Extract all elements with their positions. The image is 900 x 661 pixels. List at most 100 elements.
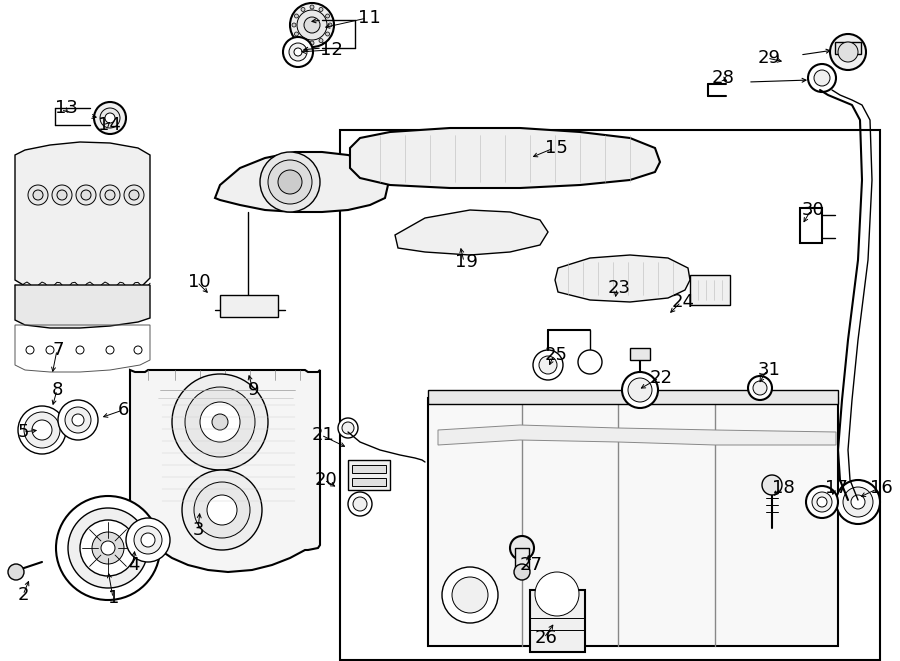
Circle shape bbox=[80, 520, 136, 576]
Circle shape bbox=[533, 350, 563, 380]
Circle shape bbox=[838, 42, 858, 62]
Text: 28: 28 bbox=[712, 69, 735, 87]
Bar bbox=[428, 398, 838, 646]
Circle shape bbox=[268, 160, 312, 204]
Circle shape bbox=[510, 536, 534, 560]
Text: 11: 11 bbox=[358, 9, 381, 27]
Circle shape bbox=[326, 14, 329, 18]
Circle shape bbox=[806, 486, 838, 518]
Circle shape bbox=[304, 17, 320, 33]
Circle shape bbox=[141, 533, 155, 547]
Text: 9: 9 bbox=[248, 381, 259, 399]
Circle shape bbox=[134, 346, 142, 354]
Circle shape bbox=[105, 113, 115, 123]
Polygon shape bbox=[15, 285, 150, 328]
Circle shape bbox=[101, 541, 115, 555]
Circle shape bbox=[52, 185, 72, 205]
Circle shape bbox=[452, 577, 488, 613]
Circle shape bbox=[124, 185, 144, 205]
Circle shape bbox=[753, 381, 767, 395]
Circle shape bbox=[18, 406, 66, 454]
Circle shape bbox=[294, 32, 299, 36]
Circle shape bbox=[129, 190, 139, 200]
Circle shape bbox=[33, 190, 43, 200]
Circle shape bbox=[100, 108, 120, 128]
Circle shape bbox=[535, 572, 579, 616]
Text: 27: 27 bbox=[520, 556, 543, 574]
Text: 14: 14 bbox=[98, 116, 121, 134]
Text: 1: 1 bbox=[108, 589, 120, 607]
Text: 10: 10 bbox=[188, 273, 211, 291]
Circle shape bbox=[200, 402, 240, 442]
Circle shape bbox=[622, 372, 658, 408]
Circle shape bbox=[283, 37, 313, 67]
Circle shape bbox=[301, 38, 305, 42]
Circle shape bbox=[338, 418, 358, 438]
Bar bbox=[835, 42, 861, 54]
Circle shape bbox=[830, 34, 866, 70]
Bar bbox=[352, 465, 386, 473]
Bar bbox=[690, 275, 730, 305]
Bar bbox=[220, 295, 278, 317]
Circle shape bbox=[294, 48, 302, 56]
Text: 24: 24 bbox=[672, 293, 695, 311]
Bar bbox=[352, 478, 386, 486]
Text: 18: 18 bbox=[772, 479, 795, 497]
Circle shape bbox=[843, 487, 873, 517]
Circle shape bbox=[28, 185, 48, 205]
Circle shape bbox=[310, 41, 314, 45]
Polygon shape bbox=[395, 210, 548, 255]
Polygon shape bbox=[350, 128, 660, 188]
Circle shape bbox=[628, 378, 652, 402]
Circle shape bbox=[342, 422, 354, 434]
Circle shape bbox=[812, 492, 832, 512]
Circle shape bbox=[817, 497, 827, 507]
Text: 17: 17 bbox=[825, 479, 848, 497]
Text: 7: 7 bbox=[52, 341, 64, 359]
Circle shape bbox=[207, 495, 237, 525]
Circle shape bbox=[26, 346, 34, 354]
Circle shape bbox=[289, 43, 307, 61]
Circle shape bbox=[814, 70, 830, 86]
Circle shape bbox=[212, 414, 228, 430]
Circle shape bbox=[72, 414, 84, 426]
Text: 3: 3 bbox=[193, 521, 204, 539]
Circle shape bbox=[310, 5, 314, 9]
Bar bbox=[348, 460, 390, 490]
Circle shape bbox=[836, 480, 880, 524]
Text: 6: 6 bbox=[118, 401, 130, 419]
Circle shape bbox=[94, 102, 126, 134]
Circle shape bbox=[278, 170, 302, 194]
Circle shape bbox=[260, 152, 320, 212]
Circle shape bbox=[76, 346, 84, 354]
Circle shape bbox=[105, 190, 115, 200]
Text: 8: 8 bbox=[52, 381, 63, 399]
Circle shape bbox=[100, 185, 120, 205]
Circle shape bbox=[348, 492, 372, 516]
Text: 25: 25 bbox=[545, 346, 568, 364]
Circle shape bbox=[851, 495, 865, 509]
Circle shape bbox=[134, 526, 162, 554]
Circle shape bbox=[185, 387, 255, 457]
Circle shape bbox=[24, 412, 60, 448]
Circle shape bbox=[514, 564, 530, 580]
Circle shape bbox=[328, 23, 332, 27]
Polygon shape bbox=[555, 255, 690, 302]
Circle shape bbox=[294, 14, 299, 18]
Circle shape bbox=[353, 497, 367, 511]
Text: 16: 16 bbox=[870, 479, 893, 497]
Bar bbox=[515, 548, 529, 570]
Circle shape bbox=[65, 407, 91, 433]
Circle shape bbox=[748, 376, 772, 400]
Text: 2: 2 bbox=[18, 586, 30, 604]
Polygon shape bbox=[130, 370, 320, 572]
Text: 15: 15 bbox=[545, 139, 568, 157]
Circle shape bbox=[762, 475, 782, 495]
Text: 29: 29 bbox=[758, 49, 781, 67]
Circle shape bbox=[290, 3, 334, 47]
Circle shape bbox=[194, 482, 250, 538]
Text: 20: 20 bbox=[315, 471, 338, 489]
Text: 30: 30 bbox=[802, 201, 824, 219]
Circle shape bbox=[46, 346, 54, 354]
Circle shape bbox=[297, 10, 327, 40]
